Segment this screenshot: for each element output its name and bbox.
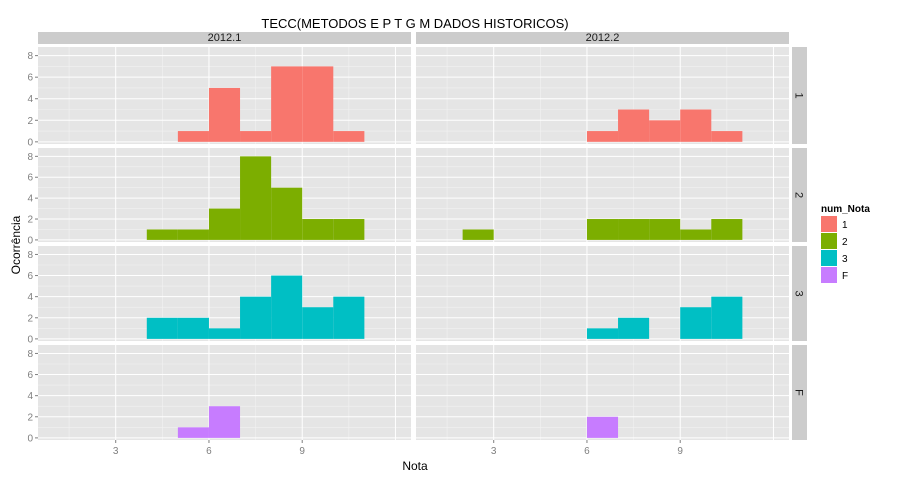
row-strip: [792, 345, 807, 440]
facet-panels: [38, 47, 789, 440]
histogram-bar: [208, 208, 241, 240]
histogram-bar: [302, 307, 334, 339]
histogram-bar: [586, 328, 619, 339]
legend-label: F: [842, 271, 848, 282]
panel-background: [416, 47, 789, 144]
y-tick-label: 6: [27, 271, 33, 282]
row-strip-label: 3: [793, 290, 805, 296]
x-tick-label: 3: [113, 446, 119, 457]
y-tick-label: 2: [27, 412, 33, 423]
y-tick-label: 0: [27, 433, 33, 444]
histogram-bar: [177, 131, 209, 142]
histogram-bar: [680, 109, 712, 142]
chart-title: TECC(METODOS E P T G M DADOS HISTORICOS): [261, 16, 568, 31]
y-tick-label: 8: [27, 51, 33, 62]
histogram-bar: [618, 317, 650, 339]
y-tick-label: 0: [27, 334, 33, 345]
legend-swatch: [821, 267, 837, 283]
histogram-bar: [649, 219, 681, 240]
legend-title: num_Nota: [821, 204, 870, 215]
legend-swatch: [821, 250, 837, 266]
histogram-bar: [333, 296, 365, 339]
y-tick-label: 0: [27, 137, 33, 148]
y-tick-label: 8: [27, 250, 33, 261]
y-tick-label: 4: [27, 94, 33, 105]
y-tick-label: 2: [27, 313, 33, 324]
row-strip: [792, 47, 807, 144]
y-tick-label: 2: [27, 116, 33, 127]
histogram-bar: [711, 296, 743, 339]
axes: 0 2 4 6 8 0 2 4 6 8 0 2 4 6 8 0 2 4 6 8 3 6 9 3 6 9: [27, 51, 683, 457]
histogram-bar: [618, 219, 650, 240]
legend-swatch: [821, 233, 837, 249]
histogram-bar: [649, 120, 681, 142]
x-tick-label: 6: [206, 446, 212, 457]
histogram-bar: [177, 317, 209, 339]
y-axis-title: Ocorrência: [9, 215, 23, 274]
histogram-bar: [271, 187, 303, 240]
x-tick-label: 9: [677, 446, 683, 457]
column-strip: [416, 32, 789, 44]
histogram-bar: [586, 219, 619, 240]
legend-swatch: [821, 216, 837, 232]
histogram-bar: [146, 229, 178, 240]
y-tick-label: 4: [27, 194, 33, 205]
legend-label: 1: [842, 220, 848, 231]
y-tick-label: 8: [27, 152, 33, 163]
histogram-bar: [208, 406, 241, 438]
histogram-bar: [271, 66, 303, 142]
x-tick-label: 9: [299, 446, 305, 457]
histogram-bar: [302, 219, 334, 240]
legend-label: 3: [842, 254, 848, 265]
row-strip: [792, 148, 807, 242]
histogram-bar: [586, 131, 619, 142]
y-tick-label: 4: [27, 391, 33, 402]
legend: num_Nota 1 2 3 F: [821, 204, 870, 283]
histogram-bar: [462, 229, 494, 240]
y-tick-label: 8: [27, 349, 33, 360]
histogram-bar: [240, 131, 272, 142]
x-tick-label: 6: [584, 446, 590, 457]
histogram-bar: [177, 427, 209, 438]
histogram-bar: [586, 416, 619, 438]
row-strip-label: F: [793, 389, 805, 396]
y-tick-label: 0: [27, 235, 33, 246]
x-axis-title: Nota: [402, 459, 428, 473]
y-tick-label: 4: [27, 292, 33, 303]
histogram-bar: [618, 109, 650, 142]
histogram-bar: [680, 307, 712, 339]
histogram-bar: [333, 219, 365, 240]
histogram-bar: [711, 131, 743, 142]
y-tick-label: 6: [27, 73, 33, 84]
column-strip-label: 2012.2: [586, 32, 620, 44]
facet-strips: 2012.1 2012.2 1 2 3 F: [38, 32, 807, 440]
histogram-bar: [240, 156, 272, 240]
row-strip: [792, 246, 807, 341]
histogram-bar: [302, 66, 334, 142]
y-tick-label: 2: [27, 215, 33, 226]
legend-label: 2: [842, 237, 848, 248]
row-strip-label: 1: [793, 92, 805, 98]
histogram-bar: [240, 296, 272, 339]
histogram-bar: [333, 131, 365, 142]
histogram-bar: [271, 275, 303, 339]
histogram-bar: [146, 317, 178, 339]
histogram-bar: [208, 328, 241, 339]
x-tick-label: 3: [491, 446, 497, 457]
y-tick-label: 6: [27, 173, 33, 184]
histogram-bar: [680, 229, 712, 240]
column-strip-label: 2012.1: [208, 32, 242, 44]
column-strip: [38, 32, 411, 44]
row-strip-label: 2: [793, 192, 805, 198]
histogram-bar: [711, 219, 743, 240]
histogram-bar: [208, 87, 241, 142]
histogram-bar: [177, 229, 209, 240]
y-tick-label: 6: [27, 370, 33, 381]
